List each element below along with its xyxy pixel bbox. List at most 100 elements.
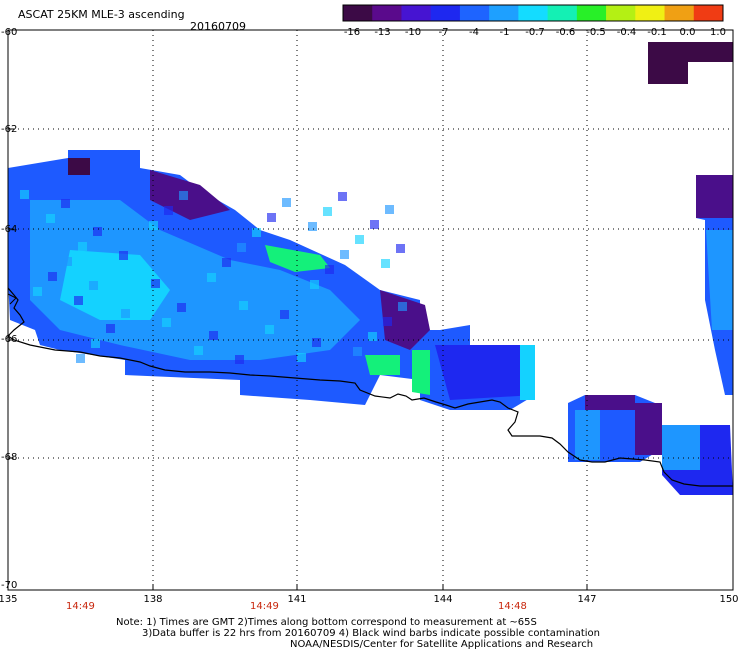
- data-pixel: [239, 301, 248, 310]
- data-pixel: [267, 213, 276, 222]
- data-pixel: [61, 199, 70, 208]
- colorbar-segment: [693, 5, 724, 21]
- lat-label: -66: [1, 334, 18, 345]
- colorbar-tick: -0.1: [647, 27, 667, 38]
- colorbar-segment: [518, 5, 549, 21]
- lon-label: 147: [577, 594, 597, 605]
- colorbar-frame: [342, 4, 724, 22]
- swath-deep-purple: [68, 158, 90, 175]
- data-pixel: [76, 354, 85, 363]
- data-pixel: [235, 355, 244, 364]
- data-pixel: [355, 235, 364, 244]
- data-pixel: [106, 324, 115, 333]
- data-pixel: [325, 265, 334, 274]
- time-label: 14:48: [498, 601, 527, 612]
- swath-right-edge-light: [706, 230, 733, 330]
- note-line-2: 3)Data buffer is 22 hrs from 20160709 4)…: [142, 628, 600, 639]
- data-pixel: [295, 295, 304, 304]
- swath-green-3: [412, 350, 430, 395]
- data-pixel: [209, 331, 218, 340]
- colorbar-segment: [489, 5, 519, 21]
- coastline: [7, 287, 733, 487]
- data-pixel: [33, 287, 42, 296]
- swath-right-edge-top: [696, 175, 733, 218]
- data-pixel: [383, 317, 392, 326]
- colorbar-tick: -13: [374, 27, 391, 38]
- data-pixel: [282, 198, 291, 207]
- swath-mid-right-top: [585, 395, 635, 410]
- data-pixel: [162, 318, 171, 327]
- swath-east-blue: [435, 345, 535, 400]
- map-frame: [7, 29, 734, 591]
- colorbar-tick: 1.0: [710, 27, 726, 38]
- data-pixel: [121, 309, 130, 318]
- data-pixel: [353, 347, 362, 356]
- data-pixel: [177, 303, 186, 312]
- colorbar-segment: [635, 5, 666, 21]
- time-label: 14:49: [250, 601, 279, 612]
- data-pixel: [297, 353, 306, 362]
- data-pixel: [91, 339, 100, 348]
- colorbar-segment: [430, 5, 461, 21]
- colorbar-tick: 0.0: [679, 27, 696, 38]
- data-pixel: [151, 279, 160, 288]
- data-pixel: [396, 244, 405, 253]
- colorbar-tick: -10: [404, 27, 422, 38]
- lon-label: 135: [0, 594, 18, 605]
- lat-label: -60: [1, 27, 18, 38]
- lat-label: -70: [1, 580, 18, 591]
- data-pixel: [63, 257, 72, 266]
- data-pixel: [192, 288, 201, 297]
- swath-far-right-light: [662, 425, 700, 470]
- colorbar-tick: -0.6: [555, 27, 576, 38]
- data-pixel: [312, 338, 321, 347]
- data-pixel: [104, 266, 113, 275]
- data-pixel: [164, 206, 173, 215]
- data-pixel: [93, 227, 102, 236]
- data-pixel: [31, 229, 40, 238]
- data-pixel: [194, 346, 203, 355]
- colorbar-tick: -1: [499, 27, 510, 38]
- data-pixel: [224, 316, 233, 325]
- colorbar-segment: [664, 5, 695, 21]
- data-pixel: [207, 273, 216, 282]
- data-pixel: [46, 214, 55, 223]
- lon-label: 141: [287, 594, 307, 605]
- data-pixel: [323, 207, 332, 216]
- swath-top-right: [648, 42, 733, 84]
- data-pixel: [398, 302, 407, 311]
- data-pixel: [250, 340, 259, 349]
- time-label: 14:49: [66, 601, 95, 612]
- colorbar-tick: -0.4: [616, 27, 637, 38]
- lon-label: 138: [143, 594, 163, 605]
- data-pixel: [74, 296, 83, 305]
- data-pixel: [136, 294, 145, 303]
- colorbar-tick: -4: [469, 27, 479, 38]
- swath-east-cyan: [520, 345, 535, 400]
- data-pixel: [179, 191, 188, 200]
- header-title: ASCAT 25KM MLE-3 ascending: [18, 8, 185, 21]
- colorbar-tick: -16: [343, 27, 361, 38]
- lat-label: -68: [1, 452, 18, 463]
- colorbar-segment: [459, 5, 490, 21]
- colorbar-tick: -0.5: [586, 27, 606, 38]
- swath-green: [265, 245, 330, 272]
- lon-label: 150: [719, 594, 739, 605]
- colorbar-tick: -7: [438, 27, 449, 38]
- note-line-1: Note: 1) Times are GMT 2)Times along bot…: [116, 617, 537, 628]
- data-pixel: [308, 222, 317, 231]
- lat-label: -64: [1, 224, 18, 235]
- data-pixel: [48, 272, 57, 281]
- colorbar-segment: [547, 5, 578, 21]
- data-pixel: [368, 332, 377, 341]
- swath-purple-mid: [380, 290, 430, 350]
- data-pixel: [78, 242, 87, 251]
- colorbar-segment: [372, 5, 402, 21]
- data-pixel: [147, 333, 156, 342]
- data-pixel: [119, 251, 128, 260]
- data-pixel: [252, 228, 261, 237]
- data-pixel: [166, 264, 175, 273]
- data-pixel: [237, 243, 246, 252]
- data-pixel: [265, 325, 274, 334]
